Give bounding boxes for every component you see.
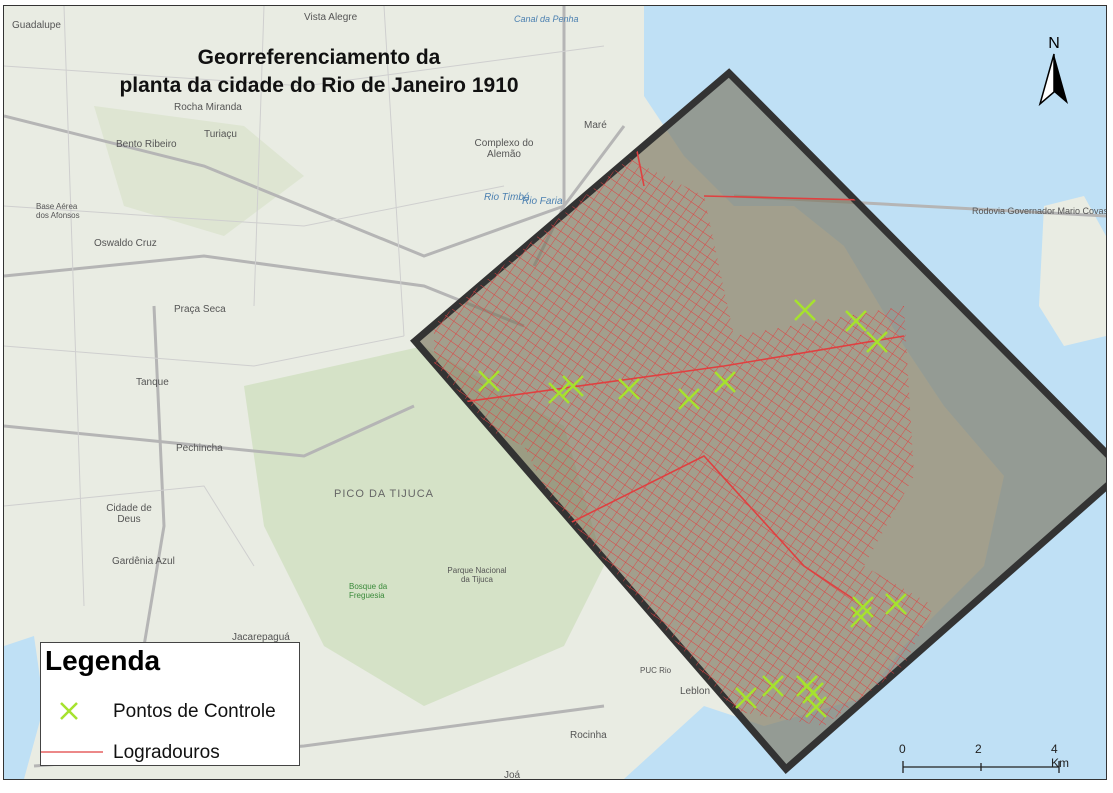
place-label: Guadalupe bbox=[12, 20, 61, 31]
control-points bbox=[478, 299, 907, 718]
control-point-marker bbox=[845, 310, 867, 332]
island bbox=[1039, 196, 1106, 346]
place-label: Jacarepaguá bbox=[232, 632, 290, 643]
place-label: Praça Seca bbox=[174, 304, 226, 315]
place-label: Maré bbox=[584, 120, 607, 131]
lagoon-west bbox=[4, 636, 44, 779]
legend-title: Legenda bbox=[45, 645, 161, 676]
control-point-marker bbox=[762, 675, 784, 697]
legend: Legenda Pontos de Controle Logradouros bbox=[40, 642, 300, 766]
place-label: Rocinha bbox=[570, 730, 607, 741]
control-point-marker bbox=[805, 696, 827, 718]
control-point-marker bbox=[562, 375, 584, 397]
place-label: Vista Alegre bbox=[304, 12, 358, 23]
place-label: Turiaçu bbox=[204, 129, 237, 140]
place-label: Leblon bbox=[680, 686, 711, 697]
place-label: Canal da Penha bbox=[514, 14, 579, 24]
place-label: Cidade de Deus bbox=[106, 503, 152, 525]
control-point-marker bbox=[548, 382, 570, 404]
title-line-1: Georreferenciamento da bbox=[197, 46, 441, 69]
control-point-marker bbox=[794, 299, 816, 321]
control-point-marker bbox=[866, 331, 888, 353]
north-arrow-icon: N bbox=[1038, 35, 1068, 107]
line-symbol-icon bbox=[41, 751, 103, 753]
place-label: Base Aérea dos Afonsos bbox=[36, 202, 80, 220]
control-point-marker bbox=[735, 687, 757, 709]
control-point-marker bbox=[850, 606, 872, 628]
place-label: Rio Faria bbox=[522, 196, 563, 207]
place-label: Parque Nacional da Tijuca bbox=[447, 566, 507, 584]
place-label: Bento Ribeiro bbox=[116, 139, 177, 150]
title-line-2: planta da cidade do Rio de Janeiro 1910 bbox=[119, 74, 519, 97]
control-point-marker bbox=[678, 388, 700, 410]
hills-north bbox=[94, 106, 304, 236]
place-label: PICO DA TIJUCA bbox=[334, 488, 434, 500]
svg-text:N: N bbox=[1048, 35, 1060, 52]
control-point-marker bbox=[802, 682, 824, 704]
place-label: Rio Timbó bbox=[484, 192, 530, 203]
ocean-south bbox=[624, 606, 1106, 779]
legend-item-control-points: Pontos de Controle bbox=[41, 699, 299, 723]
map-frame[interactable]: Georreferenciamento da planta da cidade … bbox=[3, 5, 1107, 780]
place-label: Tanque bbox=[136, 377, 169, 388]
place-label: Rodovia Governador Mario Covas bbox=[972, 206, 1107, 216]
control-point-marker bbox=[618, 378, 640, 400]
place-label: Oswaldo Cruz bbox=[94, 238, 157, 249]
place-label: Rocha Miranda bbox=[174, 102, 242, 113]
legend-item-logradouros: Logradouros bbox=[41, 740, 299, 764]
place-label: Gardênia Azul bbox=[112, 556, 175, 567]
place-label: Bosque da Freguesia bbox=[349, 582, 388, 600]
basemap bbox=[4, 6, 1106, 779]
control-point-marker bbox=[714, 371, 736, 393]
place-label: Complexo do Alemão bbox=[474, 138, 534, 160]
control-point-marker bbox=[478, 370, 500, 392]
control-point-marker bbox=[885, 593, 907, 615]
map-title: Georreferenciamento da planta da cidade … bbox=[84, 44, 554, 100]
place-label: PUC Rio bbox=[640, 666, 672, 675]
place-label: Pechincha bbox=[176, 443, 223, 454]
place-label: Joá bbox=[504, 770, 521, 780]
x-marker-icon bbox=[60, 702, 78, 720]
scale-bar: 0 2 4 Km bbox=[897, 742, 1077, 778]
